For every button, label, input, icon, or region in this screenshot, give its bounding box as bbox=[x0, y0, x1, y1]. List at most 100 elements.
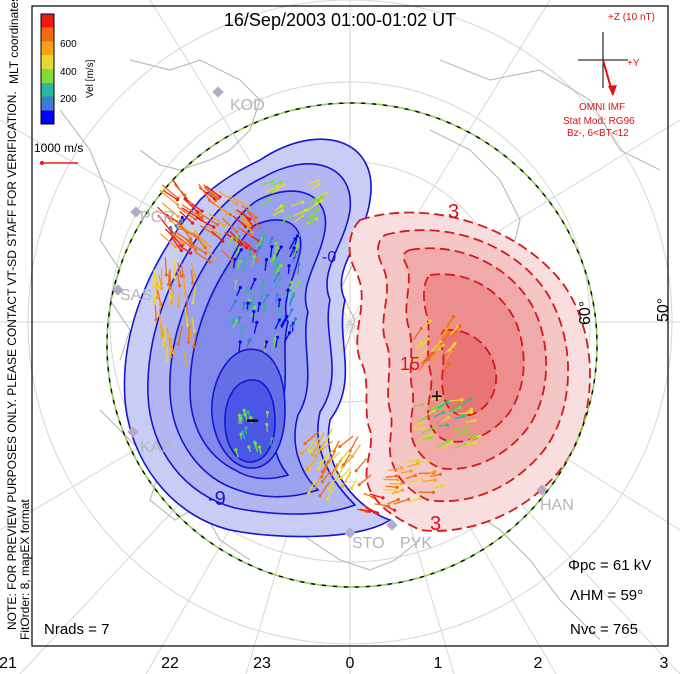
velocity-vector-origin bbox=[327, 487, 331, 491]
velocity-vector-origin bbox=[453, 342, 457, 346]
velocity-vector bbox=[176, 270, 181, 286]
velocity-vector-origin bbox=[445, 423, 449, 427]
mlt-label: 21 bbox=[0, 655, 17, 672]
velocity-vector-origin bbox=[320, 195, 324, 199]
velocity-vector-origin bbox=[320, 480, 325, 484]
velocity-vector-origin bbox=[393, 508, 397, 512]
station-marker bbox=[130, 206, 142, 218]
fitorder-label: FitOrder: 8, mapEX format bbox=[18, 499, 32, 640]
velocity-vector bbox=[432, 484, 443, 490]
velocity-vector-origin bbox=[257, 445, 262, 449]
velocity-vector-origin bbox=[155, 296, 159, 300]
potential-max-symbol: + bbox=[431, 386, 443, 408]
velocity-vector bbox=[158, 303, 162, 316]
velocity-vector-origin bbox=[275, 263, 280, 267]
velocity-vector bbox=[156, 281, 158, 299]
velocity-vector-origin bbox=[193, 274, 197, 278]
velocity-vector-origin bbox=[254, 216, 258, 220]
velocity-vector bbox=[198, 183, 211, 201]
velocity-vector-origin bbox=[217, 197, 221, 201]
velocity-vector-origin bbox=[433, 478, 437, 482]
velocity-vector bbox=[255, 247, 260, 258]
velocity-vector-origin bbox=[153, 301, 157, 306]
velocity-vector bbox=[159, 189, 179, 206]
velocity-vector-origin bbox=[193, 217, 197, 221]
velocity-vector-origin bbox=[423, 416, 427, 420]
velocity-vector bbox=[203, 186, 217, 198]
velocity-vector-origin bbox=[314, 197, 318, 201]
velocity-vector bbox=[261, 180, 273, 186]
velocity-vector-origin bbox=[241, 325, 245, 329]
velocity-vector-origin bbox=[239, 416, 243, 421]
velocity-vector bbox=[262, 304, 266, 317]
velocity-vector-origin bbox=[399, 466, 404, 470]
velocity-vector bbox=[418, 358, 428, 371]
velocity-vector-origin bbox=[278, 277, 283, 281]
mlt-label: 1 bbox=[434, 655, 443, 672]
velocity-vector-origin bbox=[468, 397, 472, 401]
velocity-vector-origin bbox=[287, 331, 292, 335]
velocity-vector bbox=[190, 262, 196, 277]
coordinates-label: MLT coordinates bbox=[7, 0, 21, 84]
velocity-vector bbox=[355, 458, 368, 472]
velocity-vector-origin bbox=[477, 434, 482, 439]
velocity-vector bbox=[153, 269, 160, 288]
velocity-vector bbox=[252, 311, 255, 323]
velocity-vector bbox=[382, 488, 396, 491]
scale-vector-dot bbox=[40, 161, 44, 165]
velocity-vector bbox=[221, 217, 238, 233]
velocity-vector bbox=[319, 481, 331, 497]
velocity-vector-origin bbox=[426, 337, 430, 341]
velocity-vector bbox=[411, 422, 423, 430]
velocity-vector bbox=[163, 324, 166, 341]
velocity-vector-origin bbox=[171, 351, 176, 355]
velocity-vector-origin bbox=[334, 478, 338, 482]
velocity-vector bbox=[408, 478, 423, 484]
velocity-vector-origin bbox=[446, 415, 451, 420]
velocity-vector bbox=[243, 241, 256, 252]
velocity-vector-origin bbox=[313, 486, 317, 490]
velocity-vector-origin bbox=[281, 183, 285, 187]
velocity-vector-origin bbox=[153, 285, 158, 289]
velocity-vector-origin bbox=[164, 273, 168, 277]
velocity-vector-origin bbox=[394, 474, 398, 478]
velocity-vector-origin bbox=[177, 304, 181, 308]
velocity-vector bbox=[441, 331, 451, 343]
velocity-vector bbox=[351, 479, 357, 489]
velocity-vector bbox=[422, 479, 436, 482]
velocity-vector bbox=[170, 236, 182, 251]
velocity-vector bbox=[288, 295, 294, 307]
velocity-vector-origin bbox=[287, 215, 291, 219]
velocity-vector-origin bbox=[393, 488, 397, 492]
velocity-vector bbox=[412, 328, 422, 341]
neg-contour-6 bbox=[224, 379, 276, 463]
velocity-vector-origin bbox=[314, 202, 318, 206]
velocity-vector-origin bbox=[349, 486, 354, 491]
velocity-vector bbox=[340, 467, 351, 479]
velocity-vector-origin bbox=[273, 336, 277, 340]
velocity-vector bbox=[406, 462, 418, 468]
velocity-vector-origin bbox=[253, 249, 257, 253]
velocity-vector-origin bbox=[255, 320, 259, 324]
velocity-vector-origin bbox=[295, 244, 299, 249]
velocity-vector-origin bbox=[340, 485, 344, 489]
velocity-vector-origin bbox=[162, 343, 166, 347]
colorbar-segment bbox=[41, 41, 54, 56]
velocity-vector-origin bbox=[222, 224, 226, 228]
velocity-vector-origin bbox=[278, 318, 282, 322]
velocity-vector-origin bbox=[234, 279, 238, 283]
velocity-vector-origin bbox=[178, 219, 183, 223]
velocity-vector bbox=[433, 411, 444, 418]
velocity-vector-origin bbox=[290, 308, 294, 312]
velocity-vector-origin bbox=[275, 293, 279, 297]
mlt-label: 0 bbox=[346, 655, 355, 672]
imf-z-label: +Z (10 nT) bbox=[608, 12, 655, 23]
velocity-vector bbox=[234, 236, 238, 248]
velocity-vector-origin bbox=[166, 282, 171, 287]
velocity-vector bbox=[341, 471, 352, 488]
velocity-vector bbox=[250, 298, 255, 310]
colorbar-segment bbox=[41, 96, 54, 111]
velocity-vector-origin bbox=[247, 445, 251, 449]
velocity-vector-origin bbox=[160, 334, 164, 338]
velocity-vector-origin bbox=[381, 496, 385, 500]
